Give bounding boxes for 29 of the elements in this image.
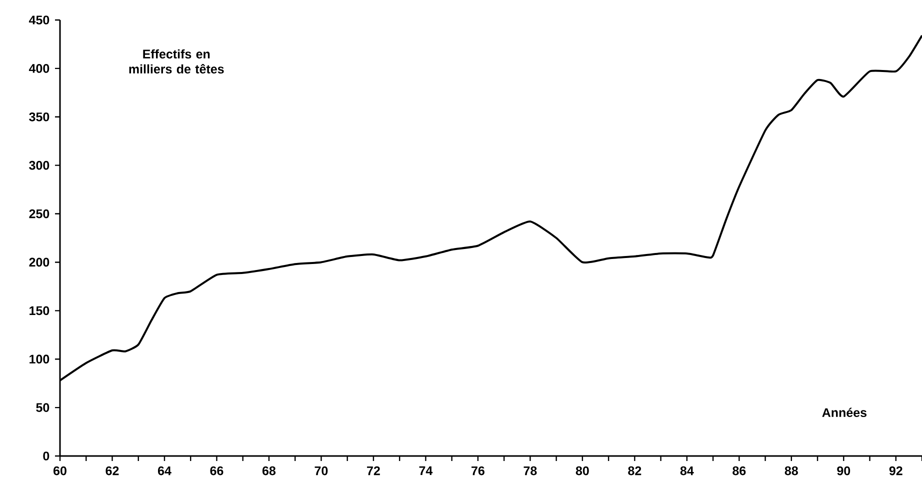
y-tick-label: 200 bbox=[29, 258, 50, 267]
x-tick-label: 66 bbox=[210, 466, 224, 476]
x-tick-label: 90 bbox=[837, 466, 850, 476]
x-tick-label: 82 bbox=[628, 466, 642, 476]
y-axis-title: Effectifs en milliers de têtes bbox=[129, 49, 224, 74]
y-tick-label: 0 bbox=[43, 452, 50, 460]
x-tick-label: 62 bbox=[106, 466, 119, 476]
x-axis-title: Années bbox=[822, 408, 866, 418]
y-tick-label: 50 bbox=[36, 403, 50, 412]
y-tick-label: 250 bbox=[29, 209, 50, 218]
y-tick-label: 300 bbox=[29, 160, 50, 170]
x-tick-label: 68 bbox=[262, 466, 276, 476]
x-tick-label: 92 bbox=[889, 466, 902, 476]
y-tick-label: 450 bbox=[28, 16, 50, 24]
y-tick-label: 150 bbox=[30, 306, 50, 316]
x-tick-label: 86 bbox=[732, 466, 746, 476]
x-tick-label: 84 bbox=[680, 466, 694, 476]
x-tick-label: 64 bbox=[158, 466, 172, 476]
x-tick-label: 72 bbox=[367, 466, 380, 476]
y-tick-label: 100 bbox=[30, 354, 50, 364]
x-tick-label: 60 bbox=[54, 466, 66, 476]
y-tick-label: 400 bbox=[28, 64, 50, 73]
x-tick-label: 88 bbox=[784, 466, 798, 476]
x-tick-label: 74 bbox=[419, 466, 433, 475]
x-tick-label: 80 bbox=[576, 466, 589, 476]
x-tick-label: 70 bbox=[314, 466, 328, 476]
x-tick-label: 76 bbox=[472, 466, 484, 476]
x-tick-label: 78 bbox=[524, 466, 537, 476]
y-tick-label: 350 bbox=[29, 112, 50, 122]
